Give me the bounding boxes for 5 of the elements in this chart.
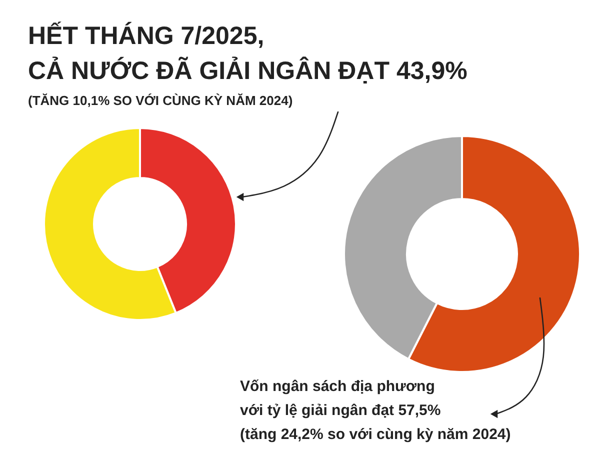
chart-title: HẾT THÁNG 7/2025, CẢ NƯỚC ĐÃ GIẢI NGÂN ĐẠT 43,9% [28,21,468,85]
text: Vốn ngân sách địa phương [240,378,435,395]
text: với tỷ lệ giải ngân đạt 57,5% [240,402,441,419]
text: (tăng 24,2% so với cùng kỳ năm 2024) [240,426,511,443]
chart-subtitle: (TĂNG 10,1% SO VỚI CÙNG KỲ NĂM 2024) [28,93,293,108]
